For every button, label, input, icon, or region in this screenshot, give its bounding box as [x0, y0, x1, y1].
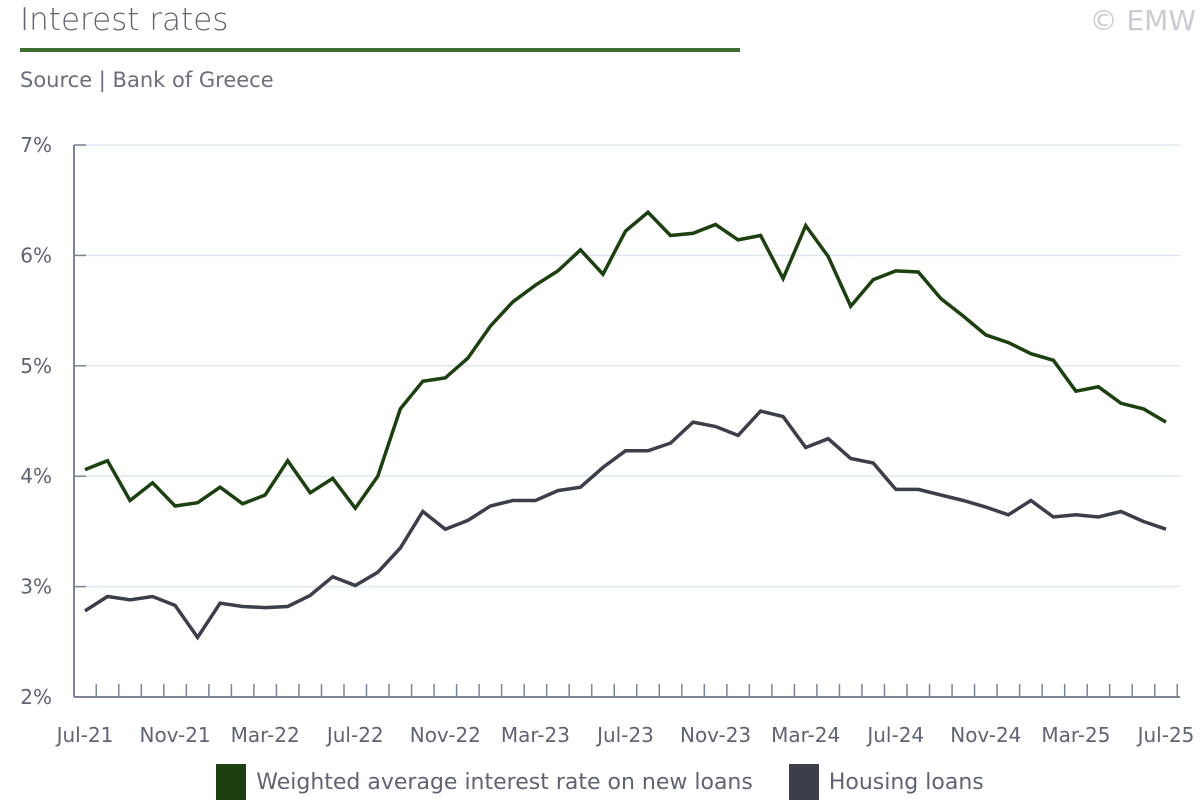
legend-item-new-loans: Weighted average interest rate on new lo…	[216, 764, 753, 800]
x-tick-label: Nov-22	[410, 723, 481, 747]
legend-label: Housing loans	[828, 769, 984, 795]
x-tick-label: Jul-25	[1136, 723, 1195, 747]
title-underline	[20, 48, 740, 52]
x-tick-label: Jul-24	[865, 723, 924, 747]
x-tick-label: Nov-24	[950, 723, 1021, 747]
x-tick-label: Mar-22	[231, 723, 300, 747]
copyright-watermark: © EMW	[1089, 4, 1196, 37]
chart-source: Source | Bank of Greece	[20, 68, 274, 92]
y-tick-label: 7%	[20, 133, 52, 157]
legend: Weighted average interest rate on new lo…	[0, 764, 1200, 800]
legend-swatch-new-loans	[216, 764, 247, 800]
legend-label: Weighted average interest rate on new lo…	[256, 769, 753, 795]
x-tick-label: Jul-23	[595, 723, 654, 747]
chart-title: Interest rates	[20, 2, 229, 38]
x-tick-label: Mar-24	[771, 723, 840, 747]
x-tick-label: Mar-25	[1041, 723, 1110, 747]
x-tick-label: Mar-23	[501, 723, 570, 747]
legend-swatch-housing	[788, 764, 819, 800]
y-tick-label: 5%	[20, 354, 52, 378]
y-tick-label: 3%	[20, 575, 52, 599]
x-tick-label: Jul-22	[325, 723, 384, 747]
series-line-housing	[84, 409, 1167, 641]
series-line-new-loans	[84, 209, 1167, 512]
x-tick-label: Nov-21	[139, 723, 210, 747]
x-tick-label: Nov-23	[680, 723, 751, 747]
y-tick-label: 2%	[20, 685, 52, 709]
y-tick-label: 6%	[20, 243, 52, 267]
y-tick-label: 4%	[20, 464, 52, 488]
x-tick-label: Jul-21	[55, 723, 114, 747]
legend-item-housing: Housing loans	[788, 764, 984, 800]
